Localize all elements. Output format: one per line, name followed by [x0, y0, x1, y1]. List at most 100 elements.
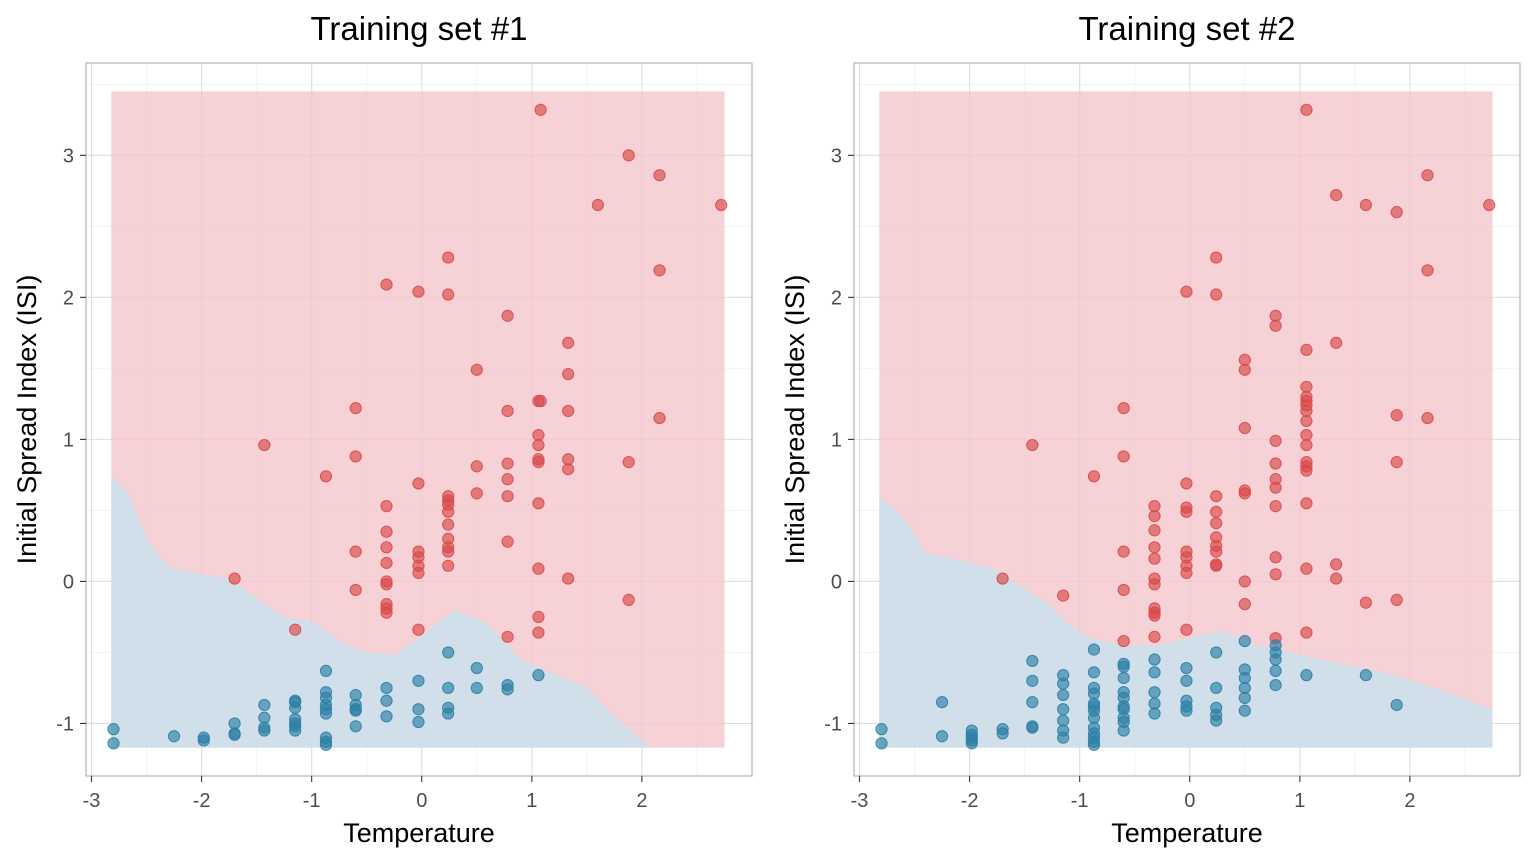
data-point-fire	[1300, 343, 1313, 357]
data-point-fire	[1330, 558, 1343, 571]
data-point-fire	[442, 251, 455, 264]
data-point-fire	[562, 367, 575, 381]
data-point-no-fire	[442, 646, 455, 659]
data-point-fire	[532, 626, 545, 639]
data-point-no-fire	[197, 734, 210, 747]
data-point-fire	[1300, 414, 1313, 428]
data-point-fire	[1210, 558, 1223, 571]
y-tick-label: 2	[63, 287, 74, 309]
data-point-fire	[622, 456, 635, 469]
data-point-fire	[1057, 589, 1070, 602]
data-point-fire	[532, 562, 545, 575]
data-point-fire	[442, 505, 455, 518]
data-point-fire	[1148, 541, 1161, 554]
y-axis-label: Initial Spread Index (ISI)	[12, 275, 42, 565]
data-point-fire	[1421, 411, 1434, 425]
data-point-no-fire	[1026, 654, 1039, 668]
data-point-fire	[1238, 421, 1251, 435]
data-point-fire	[1148, 630, 1161, 643]
data-point-no-fire	[319, 707, 333, 720]
data-point-no-fire	[1210, 646, 1223, 659]
data-point-no-fire	[380, 681, 393, 695]
data-point-no-fire	[412, 703, 425, 716]
data-point-fire	[349, 583, 362, 597]
data-point-fire	[289, 623, 302, 636]
data-point-no-fire	[501, 683, 514, 696]
data-point-no-fire	[1238, 634, 1251, 648]
data-point-no-fire	[1300, 669, 1313, 682]
y-tick-label: 0	[831, 571, 842, 593]
data-point-fire	[1300, 626, 1313, 639]
data-point-no-fire	[1117, 660, 1130, 673]
data-point-fire	[1210, 251, 1223, 264]
data-point-no-fire	[965, 737, 978, 750]
data-point-fire	[380, 556, 393, 570]
data-point-no-fire	[1148, 707, 1161, 720]
data-point-fire	[622, 149, 635, 162]
data-point-fire	[1269, 551, 1282, 564]
data-point-fire	[562, 336, 575, 349]
data-point-fire	[470, 487, 483, 500]
data-point-no-fire	[1210, 681, 1223, 695]
data-point-no-fire	[470, 661, 483, 675]
data-point-fire	[715, 198, 728, 212]
data-point-no-fire	[875, 737, 888, 750]
data-point-fire	[501, 535, 514, 548]
data-point-fire	[534, 103, 547, 116]
series-fire	[228, 103, 728, 643]
data-point-fire	[349, 402, 362, 415]
data-point-fire	[1483, 198, 1496, 212]
data-point-no-fire	[1390, 698, 1403, 712]
data-point-fire	[1390, 593, 1403, 606]
y-tick-label: 1	[831, 429, 842, 451]
x-tick-label: -1	[1071, 790, 1089, 812]
chart-panel-training-set-1: -3 -2 -1 0 1 2 -1 0 1 2 3 Training set #1 Temperatur…	[12, 10, 753, 848]
data-point-fire	[534, 394, 547, 408]
data-point-fire	[653, 264, 666, 277]
data-point-fire	[412, 285, 425, 298]
data-point-fire	[412, 477, 425, 490]
data-point-no-fire	[258, 698, 271, 712]
data-point-fire	[442, 288, 455, 301]
x-axis-label: Temperature	[343, 818, 495, 848]
data-point-fire	[1359, 198, 1372, 212]
data-point-fire	[1117, 450, 1130, 463]
data-point-fire	[1269, 568, 1282, 581]
data-point-fire	[1269, 457, 1282, 470]
data-point-no-fire	[935, 730, 949, 743]
data-point-no-fire	[875, 723, 888, 736]
data-point-no-fire	[380, 710, 393, 723]
data-point-fire	[1148, 609, 1161, 622]
data-point-fire	[1210, 505, 1223, 518]
data-point-fire	[1026, 438, 1039, 452]
x-tick-label: 1	[1294, 790, 1305, 812]
data-point-fire	[349, 545, 362, 558]
data-point-no-fire	[319, 738, 333, 751]
data-point-no-fire	[470, 681, 483, 695]
data-point-fire	[1330, 188, 1343, 202]
data-point-fire	[653, 411, 666, 425]
data-point-fire	[1421, 169, 1434, 182]
data-point-no-fire	[442, 681, 455, 695]
data-point-no-fire	[1180, 661, 1193, 675]
data-point-no-fire	[1087, 738, 1101, 751]
data-point-fire	[1238, 487, 1251, 500]
data-point-fire	[501, 404, 514, 418]
y-tick-label: 3	[831, 145, 842, 167]
data-point-fire	[1238, 575, 1251, 588]
data-point-fire	[501, 309, 514, 322]
data-point-fire	[1180, 477, 1193, 490]
data-point-fire	[562, 572, 575, 585]
data-point-no-fire	[1180, 674, 1193, 687]
data-point-no-fire	[1359, 669, 1372, 682]
data-point-fire	[1117, 545, 1130, 558]
data-point-fire	[442, 545, 455, 558]
data-point-fire	[1300, 497, 1313, 510]
data-point-no-fire	[1210, 714, 1223, 727]
x-tick-label: 0	[416, 790, 427, 812]
data-point-fire	[380, 578, 393, 591]
data-point-no-fire	[1238, 691, 1251, 704]
data-point-no-fire	[1238, 704, 1251, 717]
data-point-fire	[1269, 481, 1282, 494]
x-tick-label: -3	[83, 790, 101, 812]
